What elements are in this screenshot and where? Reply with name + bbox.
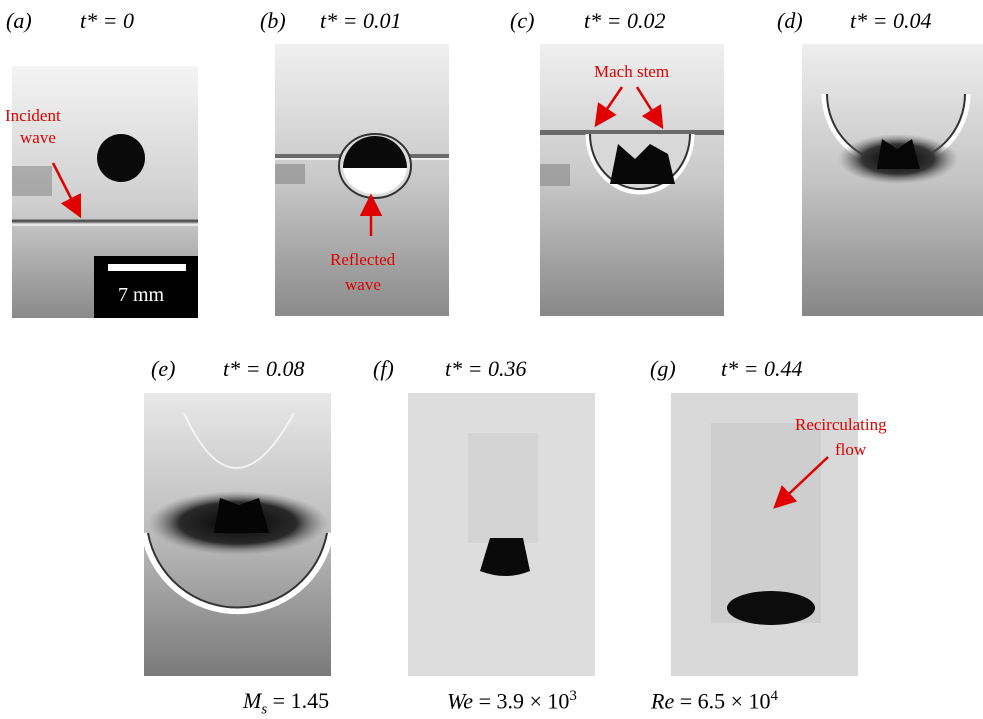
mach-number: Ms = 1.45 [243,688,330,718]
panel-d-time: t* = 0.04 [850,8,932,33]
panel-g-time: t* = 0.44 [721,356,803,381]
panel-e-label: (e) [151,356,176,381]
panel-b-time: t* = 0.01 [320,8,402,33]
panel-g-image [671,393,858,676]
panel-d-label: (d) [777,8,803,33]
panel-b-image [275,44,449,316]
panel-e-time: t* = 0.08 [223,356,305,381]
panel-f-image [408,393,595,676]
panel-c-time: t* = 0.02 [584,8,666,33]
panel-d-image [802,44,983,316]
scale-bar-label: 7 mm [118,284,165,306]
weber-number: We = 3.9 × 103 [447,688,577,714]
panel-g-label: (g) [650,356,676,381]
panel-f-label: (f) [373,356,394,381]
panel-b-label: (b) [260,8,286,33]
panel-e-image [144,393,331,676]
panel-a-image: 7 mm [12,66,198,318]
panel-a-label: (a) [6,8,32,33]
panel-a-time: t* = 0 [80,8,134,33]
panel-c-label: (c) [510,8,535,33]
panel-c-image [540,44,724,316]
panel-f-time: t* = 0.36 [445,356,527,381]
reynolds-number: Re = 6.5 × 104 [651,688,779,714]
